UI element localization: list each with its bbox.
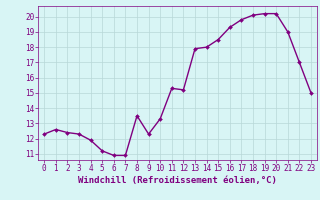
X-axis label: Windchill (Refroidissement éolien,°C): Windchill (Refroidissement éolien,°C) (78, 176, 277, 185)
